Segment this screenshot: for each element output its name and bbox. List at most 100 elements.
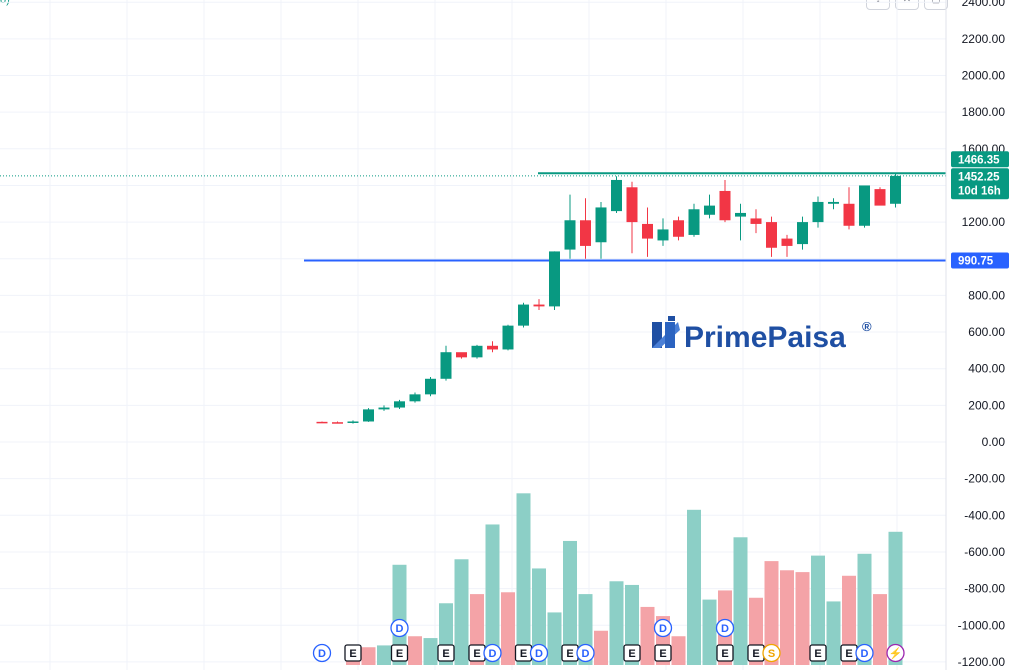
registered-mark: ® [862, 319, 872, 334]
event-label: E [721, 648, 728, 660]
earnings-marker [390, 644, 409, 662]
earnings-marker [716, 644, 734, 662]
event-label: E [442, 648, 449, 660]
volume-bar [764, 561, 779, 665]
candle-body [332, 422, 343, 424]
event-label: D [582, 648, 590, 660]
event-label: E [659, 648, 666, 660]
candle-body [704, 205, 715, 215]
event-label: D [659, 623, 667, 635]
candle-body [316, 421, 328, 424]
split-marker [762, 643, 781, 663]
event-label: E [628, 648, 635, 660]
event-label: D [489, 648, 497, 660]
volume-bar [408, 636, 422, 665]
candle-body [518, 304, 529, 326]
volume-bar [640, 606, 655, 665]
candle-body [843, 203, 855, 226]
last-price-label-text: 10d 16h [958, 185, 1001, 197]
earnings-marker [654, 644, 672, 662]
volume-bar [795, 572, 810, 665]
dividend-marker [653, 618, 673, 638]
volume-bar [873, 594, 887, 665]
earnings-marker [623, 644, 641, 662]
candle-body [363, 409, 374, 422]
y-tick-label: -600.00 [964, 545, 1005, 559]
y-tick-label: 2200.00 [962, 32, 1006, 46]
candle-body [502, 325, 514, 350]
candle-body [874, 189, 886, 206]
candle-body [719, 190, 731, 221]
dividend-marker [390, 618, 409, 638]
y-tick-label: 0.00 [982, 435, 1006, 449]
event-label: E [520, 648, 527, 660]
y-tick-label: 2400.00 [962, 0, 1006, 9]
earnings-marker [809, 644, 827, 662]
event-label: E [349, 648, 356, 660]
y-tick-label: -200.00 [964, 472, 1005, 486]
dividend-marker [715, 618, 735, 638]
event-label: D [721, 623, 729, 635]
candle-body [626, 187, 638, 223]
volume-bar [485, 524, 500, 665]
event-label: ⚡ [889, 647, 903, 660]
y-tick-label: 200.00 [968, 398, 1005, 412]
y-tick-label: 1200.00 [962, 215, 1006, 229]
high-price-label-text: 1466.35 [958, 154, 1000, 166]
candle-body [378, 407, 390, 410]
candle-body [735, 212, 746, 217]
candle-body [673, 220, 684, 237]
volume-bar [888, 531, 903, 665]
brand-logo-mark [652, 316, 680, 348]
candle-body [580, 220, 591, 246]
event-label: E [814, 648, 821, 660]
volume-bar [392, 564, 407, 665]
brand-name: PrimePaisa [684, 321, 846, 354]
volume-bar [687, 509, 701, 665]
volume-bar [532, 568, 546, 665]
earnings-marker [437, 644, 455, 662]
y-tick-label: -1200.00 [958, 655, 1006, 669]
candle-body [440, 352, 452, 379]
high-price-label-box [951, 151, 1009, 168]
candle-body [425, 378, 436, 395]
y-tick-label: 800.00 [968, 288, 1005, 302]
event-label: D [861, 648, 869, 660]
dividend-marker [855, 643, 874, 663]
price-axis[interactable]: 2400.002200.002000.001800.001600.001400.… [945, 0, 1006, 670]
horizontal-levels[interactable] [0, 172, 946, 262]
candle-body [766, 222, 777, 248]
last-price-label-text: 1452.25 [958, 171, 1000, 183]
flash-marker [886, 643, 905, 663]
y-tick-label: 2000.00 [962, 69, 1006, 83]
event-label: D [318, 648, 326, 660]
candle-body [642, 223, 653, 239]
earnings-marker [344, 644, 362, 662]
candle-body [890, 175, 901, 204]
volume-bar [780, 570, 794, 665]
candle-body [456, 352, 467, 358]
candle-body [812, 201, 824, 223]
support-price-label-text: 990.75 [958, 255, 994, 267]
candle-body [409, 394, 421, 402]
candle-body [688, 209, 700, 235]
candle-body [564, 220, 576, 250]
dividend-marker [312, 643, 332, 663]
volume-bar [842, 575, 856, 665]
candle-body [347, 421, 359, 423]
volume-bar [594, 630, 608, 665]
price-badges: 1466.35 1452.25 10d 16h 990.75 [951, 151, 1009, 269]
y-tick-label: 1800.00 [962, 105, 1006, 119]
volume-bar [609, 581, 624, 665]
candle-body [394, 401, 405, 408]
corner-label: o) [0, 0, 10, 6]
event-label: S [768, 648, 775, 660]
dividend-marker [483, 643, 502, 663]
y-tick-label: 400.00 [968, 362, 1005, 376]
event-label: E [473, 648, 480, 660]
event-label: E [752, 648, 759, 660]
candlesticks [316, 172, 901, 424]
candle-body [549, 251, 560, 307]
